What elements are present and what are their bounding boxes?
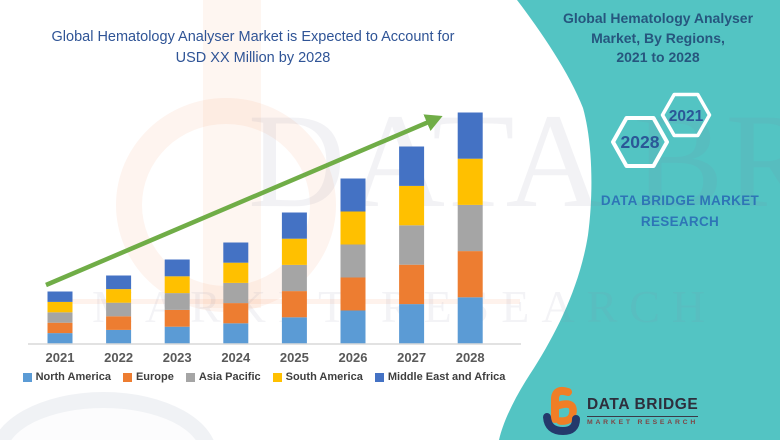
brand-wordmark-line1: DATA BRIDGE MARKET bbox=[600, 193, 760, 208]
bar-segment-2025-middle-east-and-africa bbox=[281, 212, 307, 239]
bar-segment-2024-north-america bbox=[223, 323, 249, 344]
x-tick-label-2028: 2028 bbox=[455, 350, 485, 365]
bar-segment-2027-asia-pacific bbox=[399, 225, 425, 265]
panel-heading-line3: 2021 to 2028 bbox=[616, 49, 700, 65]
hexagon-2021-label: 2021 bbox=[669, 108, 704, 125]
hexagon-2021 bbox=[660, 92, 712, 138]
company-logo: DATA BRIDGE MARKET RESEARCH bbox=[542, 386, 699, 436]
bar-segment-2021-asia-pacific bbox=[47, 312, 73, 323]
bar-segment-2023-south-america bbox=[164, 276, 190, 294]
x-tick-label-2023: 2023 bbox=[162, 350, 192, 365]
legend-item-middle-east-and-africa: Middle East and Africa bbox=[374, 371, 506, 383]
x-tick-label-2027: 2027 bbox=[397, 350, 427, 365]
bar-segment-2023-asia-pacific bbox=[164, 293, 190, 310]
bar-segment-2025-asia-pacific bbox=[281, 264, 307, 292]
bar-segment-2022-asia-pacific bbox=[106, 302, 132, 317]
bar-segment-2024-middle-east-and-africa bbox=[223, 242, 249, 263]
hexagon-badges: 2028 2021 bbox=[611, 92, 712, 168]
bars-group bbox=[47, 112, 483, 344]
legend-swatch bbox=[22, 372, 32, 382]
legend-label: Europe bbox=[135, 371, 174, 383]
bar-segment-2028-asia-pacific bbox=[457, 204, 483, 252]
x-tick-label-2024: 2024 bbox=[221, 350, 251, 365]
hexagon-2028 bbox=[611, 116, 669, 168]
bar-segment-2021-middle-east-and-africa bbox=[47, 291, 73, 302]
bar-segment-2027-europe bbox=[399, 264, 425, 305]
bar-segment-2021-south-america bbox=[47, 301, 73, 313]
bar-segment-2022-middle-east-and-africa bbox=[106, 275, 132, 290]
bar-segment-2022-europe bbox=[106, 316, 132, 330]
company-logo-tagline: MARKET RESEARCH bbox=[587, 419, 699, 426]
bar-segment-2023-north-america bbox=[164, 326, 190, 344]
panel-heading-line1: Global Hematology Analyser bbox=[562, 10, 754, 26]
logo-orange-bowl bbox=[553, 400, 577, 425]
x-tick-label-2022: 2022 bbox=[104, 350, 134, 365]
bar-segment-2023-europe bbox=[164, 309, 190, 327]
legend-label: Asia Pacific bbox=[198, 371, 261, 383]
legend-label: Middle East and Africa bbox=[387, 371, 506, 383]
brand-wordmark: DATA BRIDGE MARKET RESEARCH bbox=[590, 190, 770, 232]
legend-item-north-america: North America bbox=[22, 371, 111, 383]
company-logo-name: DATA BRIDGE bbox=[587, 396, 699, 417]
bar-segment-2026-north-america bbox=[340, 310, 366, 344]
bar-segment-2024-south-america bbox=[223, 262, 249, 283]
bar-segment-2028-europe bbox=[457, 251, 483, 298]
bar-segment-2022-north-america bbox=[106, 329, 132, 344]
bar-segment-2027-middle-east-and-africa bbox=[399, 146, 425, 186]
bar-segment-2025-europe bbox=[281, 291, 307, 318]
legend-item-asia-pacific: Asia Pacific bbox=[185, 371, 261, 383]
bar-segment-2026-asia-pacific bbox=[340, 244, 366, 278]
legend-item-south-america: South America bbox=[272, 371, 363, 383]
hexagon-2028-label: 2028 bbox=[621, 132, 660, 152]
chart-title-line1: Global Hematology Analyser Market is Exp… bbox=[51, 29, 455, 45]
bar-segment-2026-europe bbox=[340, 277, 366, 311]
bar-segment-2026-south-america bbox=[340, 211, 366, 245]
bar-segment-2028-south-america bbox=[457, 158, 483, 205]
legend-swatch bbox=[272, 372, 282, 382]
legend-swatch bbox=[122, 372, 132, 382]
legend-label: South America bbox=[285, 371, 363, 383]
x-tick-label-2025: 2025 bbox=[279, 350, 309, 365]
bar-segment-2021-north-america bbox=[47, 333, 73, 344]
bar-segment-2028-north-america bbox=[457, 297, 483, 344]
bar-segment-2028-middle-east-and-africa bbox=[457, 112, 483, 159]
bar-segment-2027-south-america bbox=[399, 185, 425, 226]
bar-segment-2021-europe bbox=[47, 322, 73, 334]
legend-swatch bbox=[185, 372, 195, 382]
x-tick-label-2021: 2021 bbox=[45, 350, 75, 365]
bar-segment-2025-north-america bbox=[281, 317, 307, 344]
bar-segment-2025-south-america bbox=[281, 238, 307, 265]
panel-heading-line2: Market, By Regions, bbox=[591, 29, 725, 46]
panel-heading: Global Hematology Analyser Market, By Re… bbox=[552, 9, 764, 68]
brand-wordmark-line2: RESEARCH bbox=[640, 214, 720, 229]
x-tick-label-2026: 2026 bbox=[338, 350, 368, 365]
chart-title-line2: USD XX Million by 2028 bbox=[175, 50, 331, 66]
x-axis-labels: 2021 2022 2023 2024 2025 2026 2027 2028 bbox=[0, 350, 540, 368]
chart-legend: North America Europe Asia Pacific South Ame… bbox=[20, 371, 508, 383]
legend-swatch bbox=[374, 372, 384, 382]
bar-segment-2024-europe bbox=[223, 303, 249, 324]
logo-orange-stem bbox=[551, 386, 572, 423]
legend-item-europe: Europe bbox=[122, 371, 174, 383]
bar-segment-2027-north-america bbox=[399, 304, 425, 344]
chart-title: Global Hematology Analyser Market is Exp… bbox=[20, 27, 486, 69]
bar-segment-2024-asia-pacific bbox=[223, 282, 249, 304]
bar-segment-2023-middle-east-and-africa bbox=[164, 259, 190, 277]
logo-navy-swoosh bbox=[543, 413, 580, 436]
company-logo-icon bbox=[543, 386, 580, 436]
bar-segment-2026-middle-east-and-africa bbox=[340, 178, 366, 212]
bar-segment-2022-south-america bbox=[106, 289, 132, 303]
trend-arrow bbox=[45, 114, 443, 288]
legend-label: North America bbox=[35, 371, 111, 383]
teal-panel-shape bbox=[499, 0, 780, 440]
